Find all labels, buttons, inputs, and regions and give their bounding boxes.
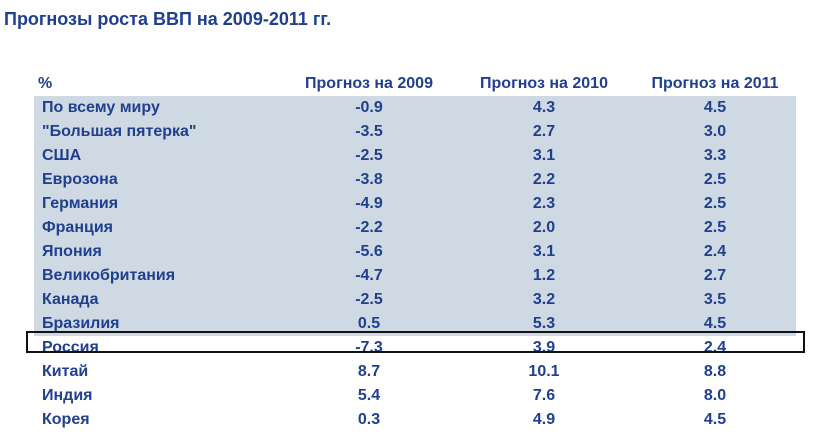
table-row: Япония -5.6 3.1 2.4 bbox=[34, 240, 796, 264]
row-label: Корея bbox=[42, 411, 90, 428]
cell-2010: 7.6 bbox=[532, 387, 556, 404]
cell-2010: 10.1 bbox=[528, 363, 560, 380]
cell-2011: 2.4 bbox=[703, 339, 727, 356]
row-label: Россия bbox=[42, 339, 99, 356]
table-row: Корея 0.3 4.9 4.5 bbox=[34, 408, 796, 432]
cell-2009: 0.5 bbox=[357, 315, 381, 332]
row-label: Канада bbox=[42, 291, 99, 308]
table-row: По всему миру -0.9 4.3 4.5 bbox=[34, 96, 796, 120]
cell-2011: 3.3 bbox=[703, 147, 727, 164]
table-row: Еврозона -3.8 2.2 2.5 bbox=[34, 168, 796, 192]
cell-2010: 3.9 bbox=[532, 339, 556, 356]
table-row: "Большая пятерка" -3.5 2.7 3.0 bbox=[34, 120, 796, 144]
cell-2009: -2.2 bbox=[355, 219, 383, 236]
cell-2011: 2.5 bbox=[703, 219, 727, 236]
cell-2011: 2.5 bbox=[703, 195, 727, 212]
header-2011: Прогноз на 2011 bbox=[651, 75, 779, 92]
table-row: Великобритания -4.7 1.2 2.7 bbox=[34, 264, 796, 288]
cell-2010: 3.1 bbox=[532, 243, 556, 260]
cell-2009: -7.3 bbox=[355, 339, 383, 356]
table-row: Китай 8.7 10.1 8.8 bbox=[34, 360, 796, 384]
table-row: Индия 5.4 7.6 8.0 bbox=[34, 384, 796, 408]
cell-2011: 4.5 bbox=[703, 411, 727, 428]
cell-2009: -2.5 bbox=[355, 147, 383, 164]
cell-2010: 2.2 bbox=[532, 171, 556, 188]
cell-2009: -2.5 bbox=[355, 291, 383, 308]
cell-2011: 8.8 bbox=[703, 363, 727, 380]
cell-2010: 3.2 bbox=[532, 291, 556, 308]
row-label: Япония bbox=[42, 243, 102, 260]
cell-2011: 2.5 bbox=[703, 171, 727, 188]
cell-2010: 5.3 bbox=[532, 315, 556, 332]
table-row: Франция -2.2 2.0 2.5 bbox=[34, 216, 796, 240]
row-label: Франция bbox=[42, 219, 113, 236]
cell-2009: -4.9 bbox=[355, 195, 383, 212]
cell-2011: 8.0 bbox=[703, 387, 727, 404]
cell-2011: 3.5 bbox=[703, 291, 727, 308]
cell-2009: -3.8 bbox=[355, 171, 383, 188]
cell-2011: 3.0 bbox=[703, 123, 727, 140]
table-body: По всему миру -0.9 4.3 4.5 "Большая пятерка"… bbox=[34, 96, 796, 432]
cell-2009: 8.7 bbox=[357, 363, 381, 380]
cell-2010: 4.9 bbox=[532, 411, 556, 428]
gdp-forecast-table: % Прогноз на 2009 Прогноз на 2010 Прогно… bbox=[34, 72, 796, 432]
row-label: Индия bbox=[42, 387, 93, 404]
table-row: Бразилия 0.5 5.3 4.5 bbox=[34, 312, 796, 336]
row-label: По всему миру bbox=[42, 99, 160, 116]
cell-2009: -5.6 bbox=[355, 243, 383, 260]
cell-2010: 2.7 bbox=[532, 123, 556, 140]
cell-2011: 2.7 bbox=[703, 267, 727, 284]
cell-2010: 1.2 bbox=[532, 267, 556, 284]
cell-2009: 0.3 bbox=[357, 411, 381, 428]
cell-2009: -3.5 bbox=[355, 123, 383, 140]
row-label: "Большая пятерка" bbox=[42, 123, 197, 140]
cell-2011: 2.4 bbox=[703, 243, 727, 260]
table-row: Германия -4.9 2.3 2.5 bbox=[34, 192, 796, 216]
cell-2011: 4.5 bbox=[703, 99, 727, 116]
cell-2010: 2.0 bbox=[532, 219, 556, 236]
row-label: США bbox=[42, 147, 82, 164]
table-header: % Прогноз на 2009 Прогноз на 2010 Прогно… bbox=[34, 72, 796, 96]
table-row: Канада -2.5 3.2 3.5 bbox=[34, 288, 796, 312]
row-label: Бразилия bbox=[42, 315, 120, 332]
row-label: Великобритания bbox=[42, 267, 176, 284]
cell-2011: 4.5 bbox=[703, 315, 727, 332]
header-2010: Прогноз на 2010 bbox=[480, 75, 608, 92]
header-2009: Прогноз на 2009 bbox=[305, 75, 433, 92]
row-label: Германия bbox=[42, 195, 119, 212]
cell-2009: -0.9 bbox=[355, 99, 383, 116]
table-row: США -2.5 3.1 3.3 bbox=[34, 144, 796, 168]
page-title: Прогнозы роста ВВП на 2009-2011 гг. bbox=[4, 9, 332, 29]
row-label: Еврозона bbox=[42, 171, 118, 188]
cell-2010: 4.3 bbox=[532, 99, 556, 116]
table-row: Россия -7.3 3.9 2.4 bbox=[34, 336, 796, 360]
cell-2009: 5.4 bbox=[357, 387, 381, 404]
header-unit: % bbox=[38, 75, 53, 92]
row-label: Китай bbox=[42, 363, 89, 380]
cell-2009: -4.7 bbox=[355, 267, 383, 284]
cell-2010: 2.3 bbox=[532, 195, 556, 212]
cell-2010: 3.1 bbox=[532, 147, 556, 164]
